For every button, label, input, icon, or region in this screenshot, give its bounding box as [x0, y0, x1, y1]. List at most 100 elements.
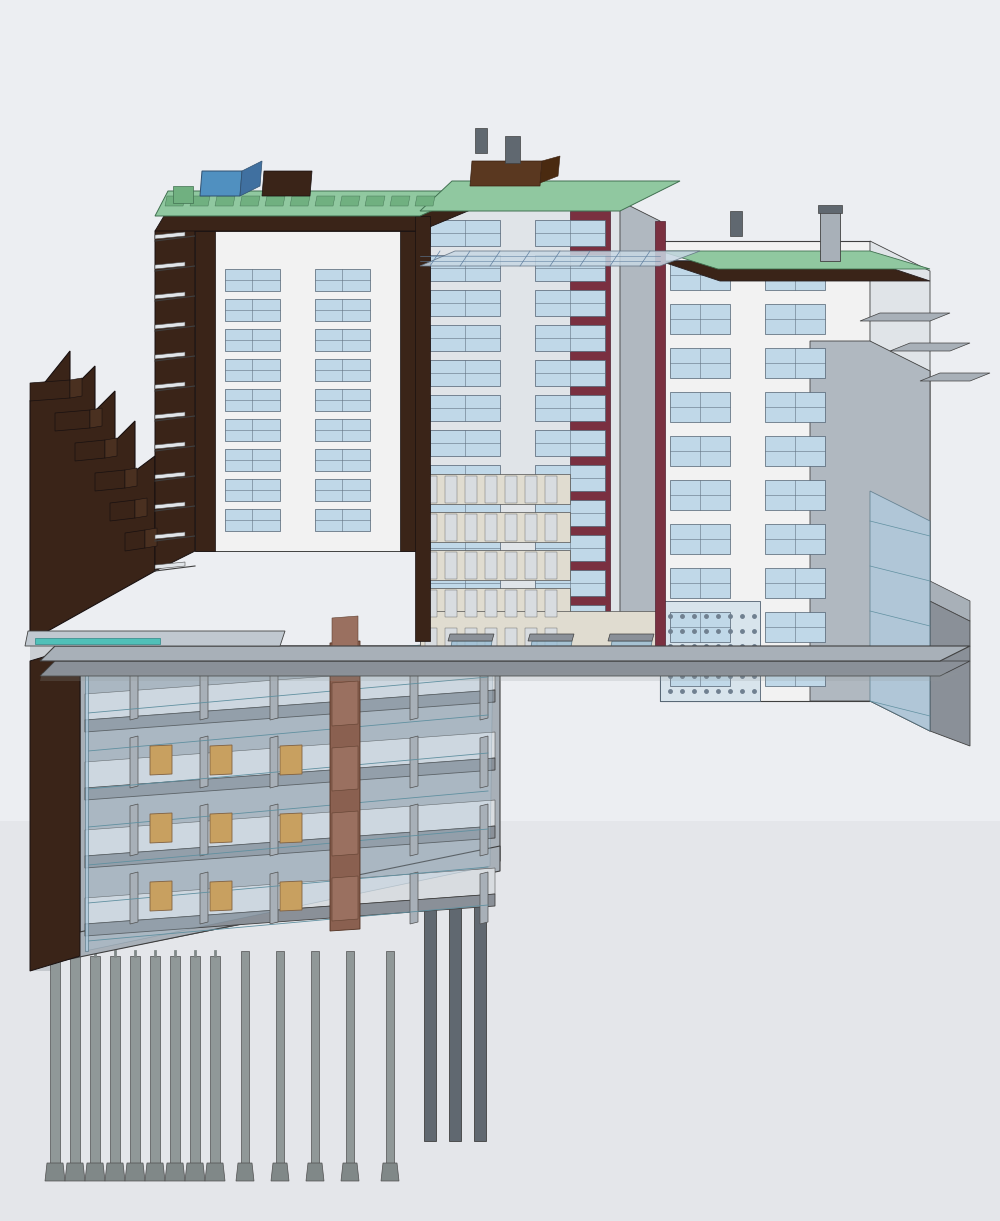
Polygon shape — [130, 956, 140, 1166]
Bar — [485, 628, 497, 654]
Bar — [225, 479, 280, 501]
Polygon shape — [85, 868, 495, 924]
Polygon shape — [270, 668, 278, 720]
Polygon shape — [125, 530, 145, 551]
Polygon shape — [25, 631, 285, 646]
Polygon shape — [410, 668, 418, 720]
Bar — [525, 514, 537, 541]
Polygon shape — [340, 803, 348, 856]
Polygon shape — [195, 211, 420, 551]
Polygon shape — [130, 668, 138, 720]
Polygon shape — [470, 161, 542, 186]
Polygon shape — [35, 639, 160, 643]
Bar — [225, 419, 280, 441]
Polygon shape — [40, 673, 960, 681]
Polygon shape — [505, 136, 520, 162]
Polygon shape — [155, 322, 185, 328]
Polygon shape — [420, 474, 570, 504]
Polygon shape — [85, 758, 495, 800]
Polygon shape — [85, 646, 88, 951]
Polygon shape — [420, 201, 620, 641]
Polygon shape — [95, 470, 125, 491]
Polygon shape — [540, 156, 560, 183]
Polygon shape — [475, 128, 487, 153]
Bar — [445, 590, 457, 617]
Polygon shape — [610, 641, 652, 653]
Polygon shape — [270, 803, 278, 856]
Bar — [225, 269, 280, 291]
Polygon shape — [920, 372, 990, 381]
Polygon shape — [240, 161, 262, 197]
Bar — [425, 476, 437, 503]
Bar — [315, 328, 370, 350]
Polygon shape — [70, 956, 80, 1166]
Polygon shape — [195, 211, 420, 231]
Polygon shape — [420, 512, 570, 542]
Polygon shape — [315, 197, 335, 206]
Bar — [225, 328, 280, 350]
Polygon shape — [90, 956, 100, 1166]
Polygon shape — [45, 1162, 65, 1181]
Bar — [465, 514, 477, 541]
Bar — [765, 304, 825, 335]
Polygon shape — [190, 197, 210, 206]
Bar — [225, 449, 280, 471]
Polygon shape — [155, 442, 185, 449]
Polygon shape — [241, 951, 249, 1166]
Bar — [535, 535, 605, 560]
Bar — [0, 821, 1000, 1221]
Bar — [670, 304, 730, 335]
Bar — [315, 419, 370, 441]
Bar — [670, 480, 730, 510]
Polygon shape — [265, 197, 285, 206]
Polygon shape — [85, 894, 495, 937]
Polygon shape — [135, 498, 147, 518]
Polygon shape — [280, 813, 302, 842]
Polygon shape — [210, 956, 220, 1166]
Bar — [430, 396, 500, 421]
Polygon shape — [365, 197, 385, 206]
Bar — [525, 476, 537, 503]
Polygon shape — [528, 634, 574, 641]
Polygon shape — [200, 668, 208, 720]
Polygon shape — [105, 1162, 125, 1181]
Bar — [445, 514, 457, 541]
Bar — [315, 449, 370, 471]
Polygon shape — [80, 646, 500, 956]
Polygon shape — [280, 745, 302, 775]
Bar — [430, 325, 500, 350]
Polygon shape — [620, 201, 660, 661]
Bar — [430, 220, 500, 245]
Polygon shape — [420, 549, 570, 580]
Bar — [315, 389, 370, 411]
Polygon shape — [660, 601, 760, 701]
Polygon shape — [215, 197, 235, 206]
Polygon shape — [410, 803, 418, 856]
Polygon shape — [262, 171, 312, 197]
Polygon shape — [55, 410, 90, 431]
Bar — [315, 479, 370, 501]
Polygon shape — [130, 872, 138, 924]
Bar — [765, 524, 825, 554]
Polygon shape — [155, 473, 185, 479]
Polygon shape — [145, 1162, 165, 1181]
Bar — [465, 476, 477, 503]
Polygon shape — [415, 197, 435, 206]
Bar — [670, 392, 730, 422]
Polygon shape — [30, 646, 55, 971]
Polygon shape — [170, 956, 180, 1166]
Bar — [225, 389, 280, 411]
Polygon shape — [150, 745, 172, 775]
Bar — [465, 628, 477, 654]
Polygon shape — [205, 1162, 225, 1181]
Polygon shape — [290, 197, 310, 206]
Bar — [670, 348, 730, 379]
Polygon shape — [190, 956, 200, 1166]
Bar — [765, 260, 825, 291]
Polygon shape — [130, 803, 138, 856]
Bar — [315, 359, 370, 381]
Polygon shape — [40, 646, 970, 661]
Bar — [535, 430, 605, 455]
Polygon shape — [200, 803, 208, 856]
Bar — [430, 604, 500, 631]
